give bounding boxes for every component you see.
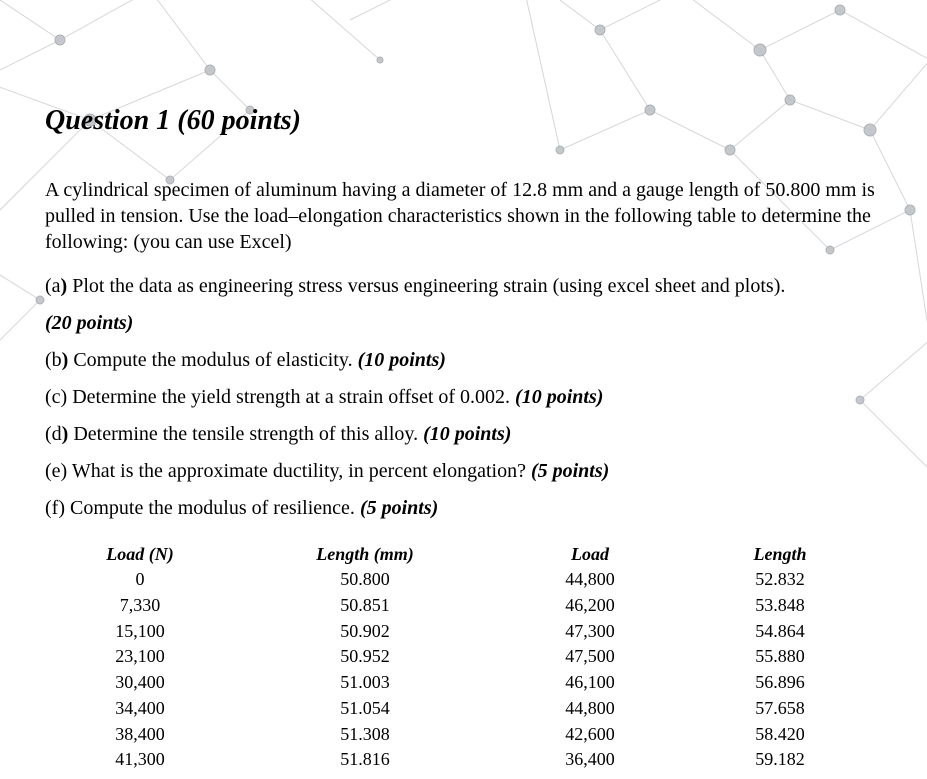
part-a-text: Plot the data as engineering stress vers… [67,275,785,297]
part-c: (c) Determine the yield strength at a st… [45,384,882,411]
cell-load2: 44,800 [495,696,685,722]
table-row: 15,100 50.902 47,300 54.864 [45,619,875,645]
cell-load2: 36,400 [495,747,685,773]
document-body: Question 1 (60 points) A cylindrical spe… [0,0,927,779]
table-row: 30,400 51.003 46,100 56.896 [45,670,875,696]
cell-load1: 38,400 [45,722,235,748]
part-f: (f) Compute the modulus of resilience. (… [45,495,882,522]
part-e-points: (5 points) [531,460,609,482]
cell-len2: 58.420 [685,722,875,748]
part-d-prefix: (d [45,423,62,445]
cell-load2: 46,100 [495,670,685,696]
cell-len1: 51.816 [235,747,495,773]
table-row: 7,330 50.851 46,200 53.848 [45,593,875,619]
col-header-load1: Load (N) [45,542,235,567]
table-row: 41,300 51.816 36,400 59.182 [45,747,875,773]
part-e: (e) What is the approximate ductility, i… [45,458,882,485]
cell-len1: 51.308 [235,722,495,748]
cell-len2: 57.658 [685,696,875,722]
table-row: 23,100 50.952 47,500 55.880 [45,644,875,670]
cell-load2: 47,500 [495,644,685,670]
cell-load1: 34,400 [45,696,235,722]
part-d: (d) Determine the tensile strength of th… [45,421,882,448]
part-d-text: Determine the tensile strength of this a… [68,423,423,445]
cell-load1: 7,330 [45,593,235,619]
cell-len1: 50.851 [235,593,495,619]
cell-load1: 41,300 [45,747,235,773]
cell-len2: 55.880 [685,644,875,670]
part-e-prefix: (e) [45,460,72,482]
col-header-len2: Length [685,542,875,567]
table-row: 34,400 51.054 44,800 57.658 [45,696,875,722]
question-intro: A cylindrical specimen of aluminum havin… [45,177,875,255]
part-c-points: (10 points) [515,386,603,408]
part-e-text: What is the approximate ductility, in pe… [72,460,531,482]
cell-load1: 15,100 [45,619,235,645]
part-b: (b) Compute the modulus of elasticity. (… [45,347,882,374]
cell-len2: 54.864 [685,619,875,645]
part-b-prefix: (b [45,349,62,371]
part-c-prefix: (c) [45,386,72,408]
cell-load2: 46,200 [495,593,685,619]
question-title: Question 1 (60 points) [45,105,882,137]
fracture-label: Fracture [495,773,875,779]
cell-load1: 30,400 [45,670,235,696]
part-a-prefix: (a [45,275,61,297]
table-row: 0 50.800 44,800 52.832 [45,567,875,593]
cell-len2: 52.832 [685,567,875,593]
cell-len2: 56.896 [685,670,875,696]
cell-load2: 44,800 [495,567,685,593]
part-c-text: Determine the yield strength at a strain… [72,386,515,408]
part-b-points: (10 points) [358,349,446,371]
part-f-text: Compute the modulus of resilience. [70,497,360,519]
load-length-table: Load (N) Length (mm) Load Length 0 50.80… [45,542,875,779]
part-b-text: Compute the modulus of elasticity. [68,349,357,371]
cell-load1: 23,100 [45,644,235,670]
cell-len1: 50.952 [235,644,495,670]
cell-len1: 51.054 [235,696,495,722]
part-a-points: (20 points) [45,310,882,337]
cell-load2: 42,600 [495,722,685,748]
part-d-points: (10 points) [423,423,511,445]
cell-len2: 59.182 [685,747,875,773]
cell-len2: 53.848 [685,593,875,619]
table-fracture-row: Fracture [45,773,875,779]
cell-len1: 50.800 [235,567,495,593]
table-row: 38,400 51.308 42,600 58.420 [45,722,875,748]
part-f-prefix: (f) [45,497,70,519]
cell-load1: 0 [45,567,235,593]
col-header-load2: Load [495,542,685,567]
cell-load2: 47,300 [495,619,685,645]
col-header-len1: Length (mm) [235,542,495,567]
table-header-row: Load (N) Length (mm) Load Length [45,542,875,567]
cell-len1: 50.902 [235,619,495,645]
cell-len1: 51.003 [235,670,495,696]
part-f-points: (5 points) [360,497,438,519]
part-a: (a) Plot the data as engineering stress … [45,273,882,300]
